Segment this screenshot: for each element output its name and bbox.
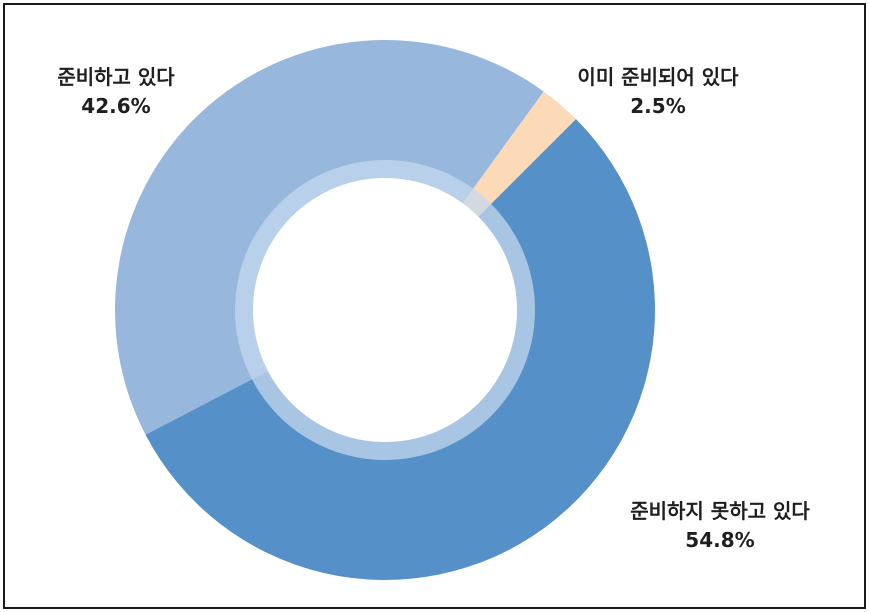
label-not-prepared: 준비하지 못하고 있다 54.8% bbox=[585, 497, 855, 555]
donut-hole bbox=[253, 178, 517, 442]
label-preparing: 준비하고 있다 42.6% bbox=[16, 63, 216, 121]
label-already-prepared-name: 이미 준비되어 있다 bbox=[577, 65, 739, 89]
label-not-prepared-value: 54.8% bbox=[685, 528, 755, 552]
label-not-prepared-name: 준비하지 못하고 있다 bbox=[630, 499, 810, 523]
label-already-prepared: 이미 준비되어 있다 2.5% bbox=[538, 63, 778, 121]
label-preparing-name: 준비하고 있다 bbox=[57, 65, 175, 89]
label-already-prepared-value: 2.5% bbox=[630, 94, 686, 118]
label-preparing-value: 42.6% bbox=[81, 94, 151, 118]
